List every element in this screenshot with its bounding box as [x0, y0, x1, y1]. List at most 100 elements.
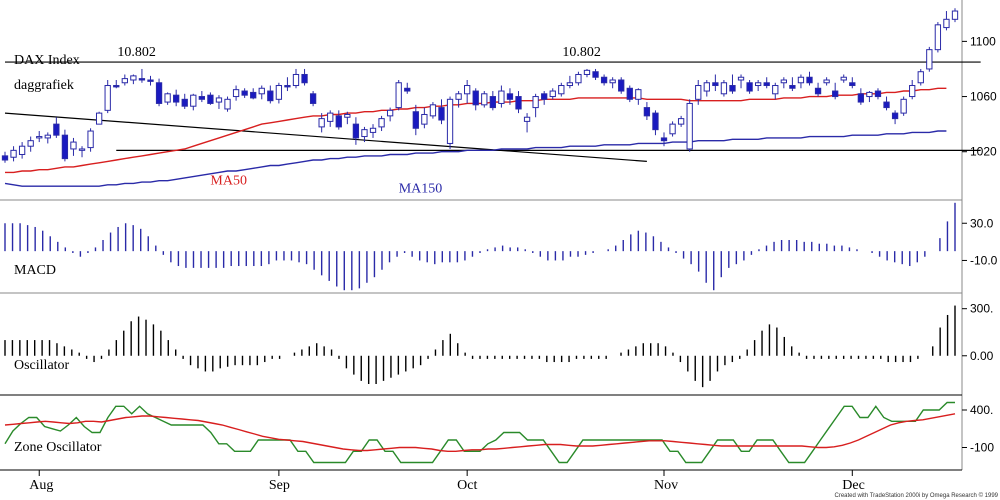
candle: [10, 146, 17, 162]
candle: [840, 74, 847, 83]
candle: [891, 110, 899, 125]
candle: [438, 99, 445, 125]
panel-borders: [0, 0, 963, 471]
zone-signal-line: [4, 413, 956, 452]
candle: [78, 146, 86, 158]
candle: [600, 74, 608, 86]
y-tick-label: 1020: [970, 145, 997, 159]
candle: [712, 74, 719, 92]
candle: [917, 68, 924, 86]
candle: [173, 89, 180, 107]
candle: [27, 136, 34, 152]
candle: [181, 93, 188, 109]
candle: [746, 80, 753, 94]
y-tick-label: 1060: [970, 90, 997, 104]
candle: [292, 68, 300, 89]
candle: [498, 85, 505, 108]
candle: [635, 88, 642, 105]
candle: [669, 121, 676, 137]
x-tick-label: Aug: [29, 478, 53, 493]
footer-credit: Created with TradeStation 2000i by Omega…: [834, 492, 998, 499]
candle: [275, 82, 283, 104]
candle: [395, 80, 402, 111]
candle: [421, 107, 428, 129]
candle: [643, 102, 651, 120]
y-tick-label: 300.: [970, 302, 993, 316]
candle: [857, 88, 865, 105]
candle: [934, 22, 942, 53]
candle: [198, 91, 206, 103]
macd-histogram: [4, 202, 956, 291]
candle: [506, 88, 514, 105]
candle: [909, 80, 916, 100]
candle: [309, 91, 317, 107]
candle: [429, 102, 437, 119]
candle: [814, 82, 822, 97]
candle: [404, 82, 411, 94]
y-tick-label: -10.0: [970, 253, 998, 267]
candle: [224, 96, 231, 112]
candle: [70, 137, 77, 156]
candle: [549, 88, 556, 100]
candle: [737, 74, 745, 89]
candle: [883, 96, 890, 111]
price-y-axis: 1100 1060 1020: [962, 34, 997, 159]
candle: [866, 91, 873, 103]
candle: [18, 142, 26, 159]
candle: [823, 77, 830, 86]
y-tick-label: 30.0: [970, 216, 994, 230]
x-tick-label: Dec: [842, 478, 865, 493]
candle: [369, 124, 377, 138]
oscillator-y-axis: 300. 0.00: [962, 302, 994, 363]
candle: [660, 132, 668, 147]
y-tick-label: -100: [970, 441, 994, 455]
candle: [164, 92, 171, 105]
candle: [327, 110, 334, 127]
candle: [677, 115, 685, 127]
macd-panel-label: MACD: [14, 263, 56, 278]
candle: [130, 74, 137, 85]
candle: [652, 110, 659, 136]
candle: [232, 85, 240, 101]
y-tick-label: 400.: [970, 403, 993, 417]
candle: [138, 68, 146, 83]
price-annotations: 10.802 10.802 MA50 MA150: [117, 45, 601, 197]
candle: [87, 128, 94, 152]
x-axis-months: Aug Sep Oct Nov Dec: [29, 470, 865, 493]
level-annotation: 10.802: [117, 45, 156, 60]
candle: [900, 96, 907, 116]
candle: [301, 68, 308, 86]
candle: [61, 129, 69, 162]
zone-y-axis: 400. -100: [962, 403, 994, 455]
ma-label: MA150: [399, 182, 443, 197]
candle: [44, 132, 51, 144]
candle: [335, 110, 342, 130]
candle: [541, 91, 548, 105]
price-chart-title: DAX Index: [14, 53, 80, 68]
candle: [250, 88, 257, 100]
y-tick-label: 1100: [970, 34, 996, 48]
candle: [104, 80, 111, 114]
candle: [720, 80, 728, 97]
oscillator-panel-label: Oscillator: [14, 358, 70, 373]
ma150-line: [4, 130, 947, 187]
candle: [95, 111, 103, 125]
candle: [695, 80, 702, 105]
candle: [241, 88, 248, 98]
candle: [1, 151, 9, 163]
candle: [464, 80, 471, 104]
candle: [113, 80, 120, 89]
candle: [215, 95, 223, 109]
candle: [481, 91, 488, 108]
candle: [284, 77, 291, 92]
candle: [267, 85, 274, 104]
candle: [121, 74, 128, 86]
candle: [361, 126, 368, 143]
candle: [318, 113, 325, 133]
candle: [832, 82, 839, 100]
candle: [515, 91, 522, 114]
macd-y-axis: 30.0 -10.0: [962, 216, 998, 267]
candle: [455, 91, 462, 108]
candle: [155, 78, 163, 107]
